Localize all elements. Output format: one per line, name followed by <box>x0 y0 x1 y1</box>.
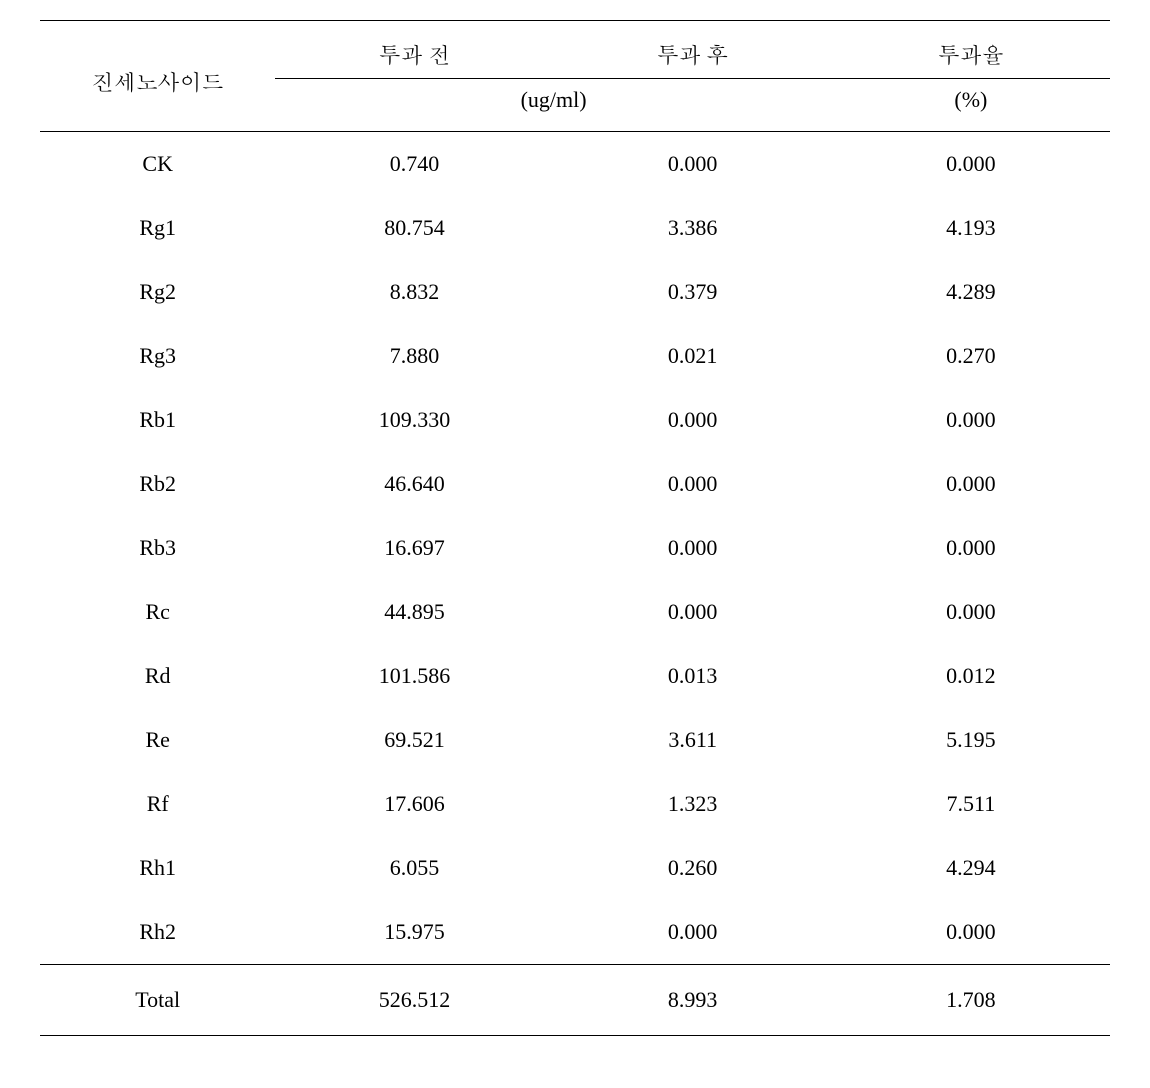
header-label: 진세노사이드 <box>40 21 275 132</box>
total-rate: 1.708 <box>832 965 1110 1036</box>
table-row: Rf17.6061.3237.511 <box>40 772 1110 836</box>
cell-after: 0.000 <box>554 452 832 516</box>
table-body: CK0.7400.0000.000Rg180.7543.3864.193Rg28… <box>40 132 1110 1036</box>
ginsenoside-table: 진세노사이드 투과 전 투과 후 투과율 (ug/ml) (%) CK0.740… <box>40 20 1110 1036</box>
table-header: 진세노사이드 투과 전 투과 후 투과율 (ug/ml) (%) <box>40 21 1110 132</box>
table-row: Rg180.7543.3864.193 <box>40 196 1110 260</box>
cell-rate: 4.193 <box>832 196 1110 260</box>
header-unit-concentration: (ug/ml) <box>275 79 831 132</box>
cell-rate: 4.289 <box>832 260 1110 324</box>
cell-name: Rg1 <box>40 196 275 260</box>
cell-name: Rc <box>40 580 275 644</box>
cell-before: 15.975 <box>275 900 553 965</box>
header-after: 투과 후 <box>554 21 832 79</box>
table-row: Rb1109.3300.0000.000 <box>40 388 1110 452</box>
cell-rate: 0.000 <box>832 516 1110 580</box>
cell-after: 1.323 <box>554 772 832 836</box>
cell-name: Rg3 <box>40 324 275 388</box>
table-row: Rh215.9750.0000.000 <box>40 900 1110 965</box>
cell-before: 0.740 <box>275 132 553 197</box>
cell-before: 80.754 <box>275 196 553 260</box>
cell-before: 109.330 <box>275 388 553 452</box>
cell-name: Rh2 <box>40 900 275 965</box>
total-after: 8.993 <box>554 965 832 1036</box>
cell-before: 6.055 <box>275 836 553 900</box>
cell-rate: 0.000 <box>832 452 1110 516</box>
cell-after: 0.000 <box>554 580 832 644</box>
table-row: Rb316.6970.0000.000 <box>40 516 1110 580</box>
cell-name: Rg2 <box>40 260 275 324</box>
table-row: CK0.7400.0000.000 <box>40 132 1110 197</box>
cell-after: 0.000 <box>554 388 832 452</box>
cell-name: Rb1 <box>40 388 275 452</box>
cell-name: CK <box>40 132 275 197</box>
cell-name: Rd <box>40 644 275 708</box>
cell-before: 8.832 <box>275 260 553 324</box>
cell-rate: 7.511 <box>832 772 1110 836</box>
cell-rate: 0.000 <box>832 900 1110 965</box>
cell-after: 0.000 <box>554 516 832 580</box>
cell-rate: 4.294 <box>832 836 1110 900</box>
cell-rate: 5.195 <box>832 708 1110 772</box>
header-unit-percent: (%) <box>832 79 1110 132</box>
header-row-titles: 진세노사이드 투과 전 투과 후 투과율 <box>40 21 1110 79</box>
table-row: Rh16.0550.2604.294 <box>40 836 1110 900</box>
cell-after: 0.000 <box>554 900 832 965</box>
table-row: Rb246.6400.0000.000 <box>40 452 1110 516</box>
cell-name: Rh1 <box>40 836 275 900</box>
cell-rate: 0.000 <box>832 388 1110 452</box>
cell-name: Rf <box>40 772 275 836</box>
table-row: Rg37.8800.0210.270 <box>40 324 1110 388</box>
cell-after: 0.379 <box>554 260 832 324</box>
cell-rate: 0.000 <box>832 132 1110 197</box>
cell-before: 69.521 <box>275 708 553 772</box>
cell-after: 0.260 <box>554 836 832 900</box>
table-row: Re69.5213.6115.195 <box>40 708 1110 772</box>
cell-after: 3.611 <box>554 708 832 772</box>
total-label: Total <box>40 965 275 1036</box>
cell-before: 44.895 <box>275 580 553 644</box>
cell-rate: 0.012 <box>832 644 1110 708</box>
cell-after: 0.000 <box>554 132 832 197</box>
cell-name: Re <box>40 708 275 772</box>
header-rate: 투과율 <box>832 21 1110 79</box>
total-before: 526.512 <box>275 965 553 1036</box>
cell-before: 7.880 <box>275 324 553 388</box>
table-row: Rg28.8320.3794.289 <box>40 260 1110 324</box>
cell-before: 46.640 <box>275 452 553 516</box>
cell-before: 16.697 <box>275 516 553 580</box>
cell-after: 3.386 <box>554 196 832 260</box>
cell-name: Rb2 <box>40 452 275 516</box>
cell-name: Rb3 <box>40 516 275 580</box>
table-row: Rc44.8950.0000.000 <box>40 580 1110 644</box>
cell-before: 101.586 <box>275 644 553 708</box>
cell-after: 0.013 <box>554 644 832 708</box>
cell-rate: 0.270 <box>832 324 1110 388</box>
cell-before: 17.606 <box>275 772 553 836</box>
header-before: 투과 전 <box>275 21 553 79</box>
cell-rate: 0.000 <box>832 580 1110 644</box>
table-row: Rd101.5860.0130.012 <box>40 644 1110 708</box>
total-row: Total526.5128.9931.708 <box>40 965 1110 1036</box>
cell-after: 0.021 <box>554 324 832 388</box>
